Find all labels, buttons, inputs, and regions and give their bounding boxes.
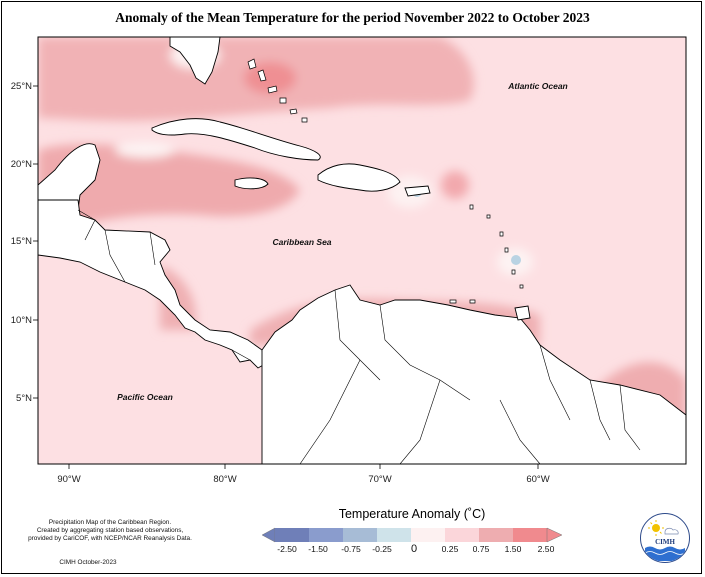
map-border [37,36,687,465]
jamaica-land [234,177,269,190]
colorbar-swatch [377,528,411,542]
credit-footer: CIMH October-2023 [59,559,117,566]
country-borders [77,209,641,464]
cuba-land [151,118,321,161]
florida-land [169,37,221,85]
caribbean-sea-label: Caribbean Sea [272,237,331,247]
south-america-land [261,284,686,464]
lon-tick-90w: 90°W [57,474,80,485]
colorbar-swatch [479,528,513,542]
colorbar-tick-label: 1.50 [505,544,522,554]
colorbar-tick-label: -0.25 [372,544,392,554]
credit-line-1: Precipitation Map of the Caribbean Regio… [48,519,172,526]
puerto-rico-land [404,185,431,197]
trinidad-land [514,305,531,321]
colorbar-tick-label: 0.75 [473,544,490,554]
atlantic-ocean-label: Atlantic Ocean [507,81,568,91]
colorbar-swatch [513,528,547,542]
colorbar: -2.50 -1.50 -0.75 -0.25 0 0.25 0.75 1.50… [261,527,563,555]
colorbar-tick-label: -0.75 [341,544,361,554]
sun-cloud-wave-icon [644,520,686,561]
credit-line-3: provided by CariCOF, with NCEP/NCAR Rean… [28,535,192,542]
colorbar-tick-label: 0.25 [442,544,459,554]
colorbar-swatch [343,528,377,542]
logo-text: CIMH [655,538,675,546]
credit-line-2: Created by aggregating station based obs… [36,527,184,534]
lat-tick-5n: 5°N [16,393,32,404]
lat-tick-15n: 15°N [11,236,32,247]
latitude-axis: 25°N 20°N 15°N 10°N 5°N [11,81,38,404]
lat-tick-20n: 20°N [11,159,32,170]
colorbar-arrow-left [261,527,276,543]
colorbar-tick-label: 2.50 [538,544,555,554]
cool-anomaly-spot [511,255,521,265]
colorbar-swatch [309,528,343,542]
lon-tick-80w: 80°W [213,474,236,485]
small-islands [247,58,524,304]
land-masses [38,37,686,464]
pacific-ocean-label: Pacific Ocean [117,392,173,402]
colorbar-tick-label: -1.50 [308,544,328,554]
lon-tick-60w: 60°W [526,474,549,485]
lon-tick-70w: 70°W [368,474,391,485]
map-title: Anomaly of the Mean Temperature for the … [115,10,590,25]
colorbar-tick-label: 0 [411,543,417,555]
lat-tick-10n: 10°N [11,315,32,326]
colorbar-swatch [411,528,445,542]
cimh-logo: CIMH [640,513,690,563]
longitude-axis: 90°W 80°W 70°W 60°W [57,464,550,485]
hispaniola-land [317,163,401,192]
colorbar-title: Temperature Anomaly (˚C) [338,507,486,521]
lat-tick-25n: 25°N [11,81,32,92]
colorbar-swatch [275,528,309,542]
colorbar-tick-label: -2.50 [277,544,297,554]
colorbar-arrow-right [546,527,563,543]
colorbar-swatch [445,528,479,542]
